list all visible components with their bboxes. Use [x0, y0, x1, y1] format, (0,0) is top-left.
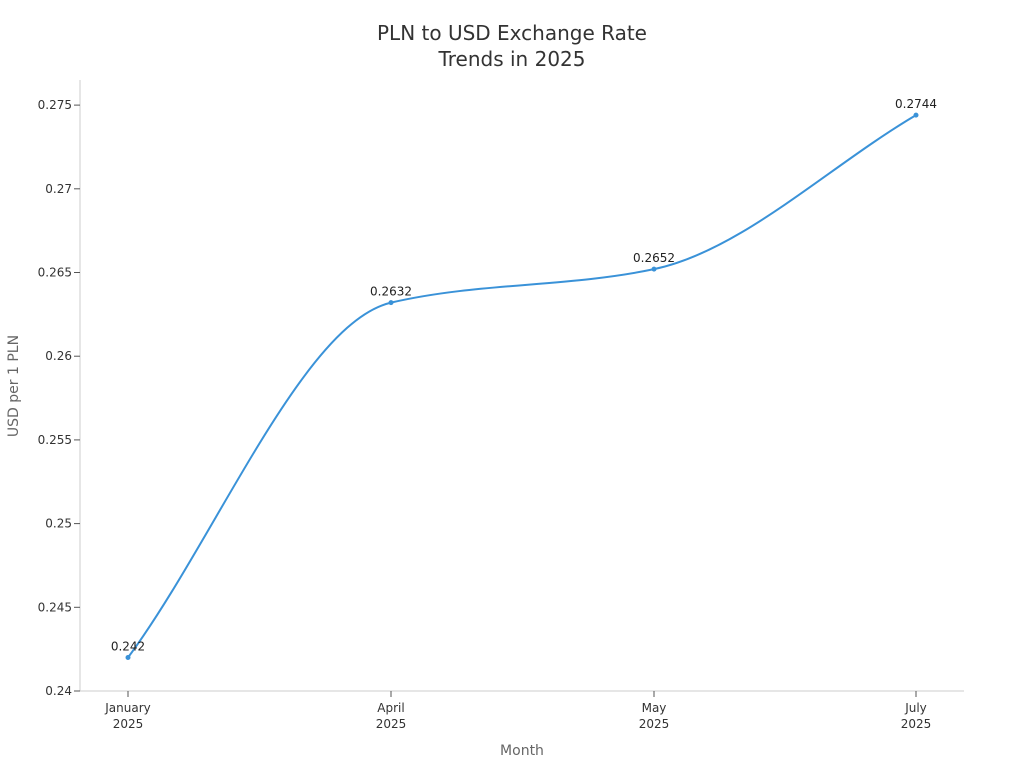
data-label: 0.2652 [633, 251, 675, 265]
y-tick-label: 0.245 [38, 600, 72, 614]
chart-title-line-1: PLN to USD Exchange Rate [377, 21, 647, 45]
y-tick-label: 0.25 [45, 517, 72, 531]
x-tick-label: May [642, 701, 667, 715]
x-tick-label: April [377, 701, 404, 715]
data-label: 0.2744 [895, 97, 937, 111]
x-axis-ticks: January 2025 April 2025 May 2025 July 2025 [104, 691, 931, 731]
data-labels: 0.242 0.2632 0.2652 0.2744 [111, 97, 937, 653]
y-tick-label: 0.27 [45, 182, 72, 196]
y-axis-ticks: 0.24 0.245 0.25 0.255 0.26 0.265 0.27 0.275 [38, 98, 80, 698]
y-tick-label: 0.265 [38, 266, 72, 280]
data-point [913, 112, 919, 118]
y-tick-label: 0.24 [45, 684, 72, 698]
x-tick-label: July [904, 701, 927, 715]
data-point [388, 300, 394, 306]
x-tick-label: 2025 [113, 717, 144, 731]
series-line [127, 114, 917, 659]
x-tick-label: January [104, 701, 151, 715]
chart-title-line-2: Trends in 2025 [437, 47, 585, 71]
y-tick-label: 0.275 [38, 98, 72, 112]
x-axis-title: Month [500, 743, 544, 759]
y-tick-label: 0.255 [38, 433, 72, 447]
x-tick-label: 2025 [376, 717, 407, 731]
data-label: 0.242 [111, 640, 145, 654]
x-tick-label: 2025 [639, 717, 670, 731]
y-tick-label: 0.26 [45, 349, 72, 363]
y-axis-title: USD per 1 PLN [6, 335, 22, 437]
data-point [125, 655, 131, 661]
x-tick-label: 2025 [901, 717, 932, 731]
data-label: 0.2632 [370, 285, 412, 299]
data-points [125, 112, 919, 661]
data-point [651, 266, 657, 272]
